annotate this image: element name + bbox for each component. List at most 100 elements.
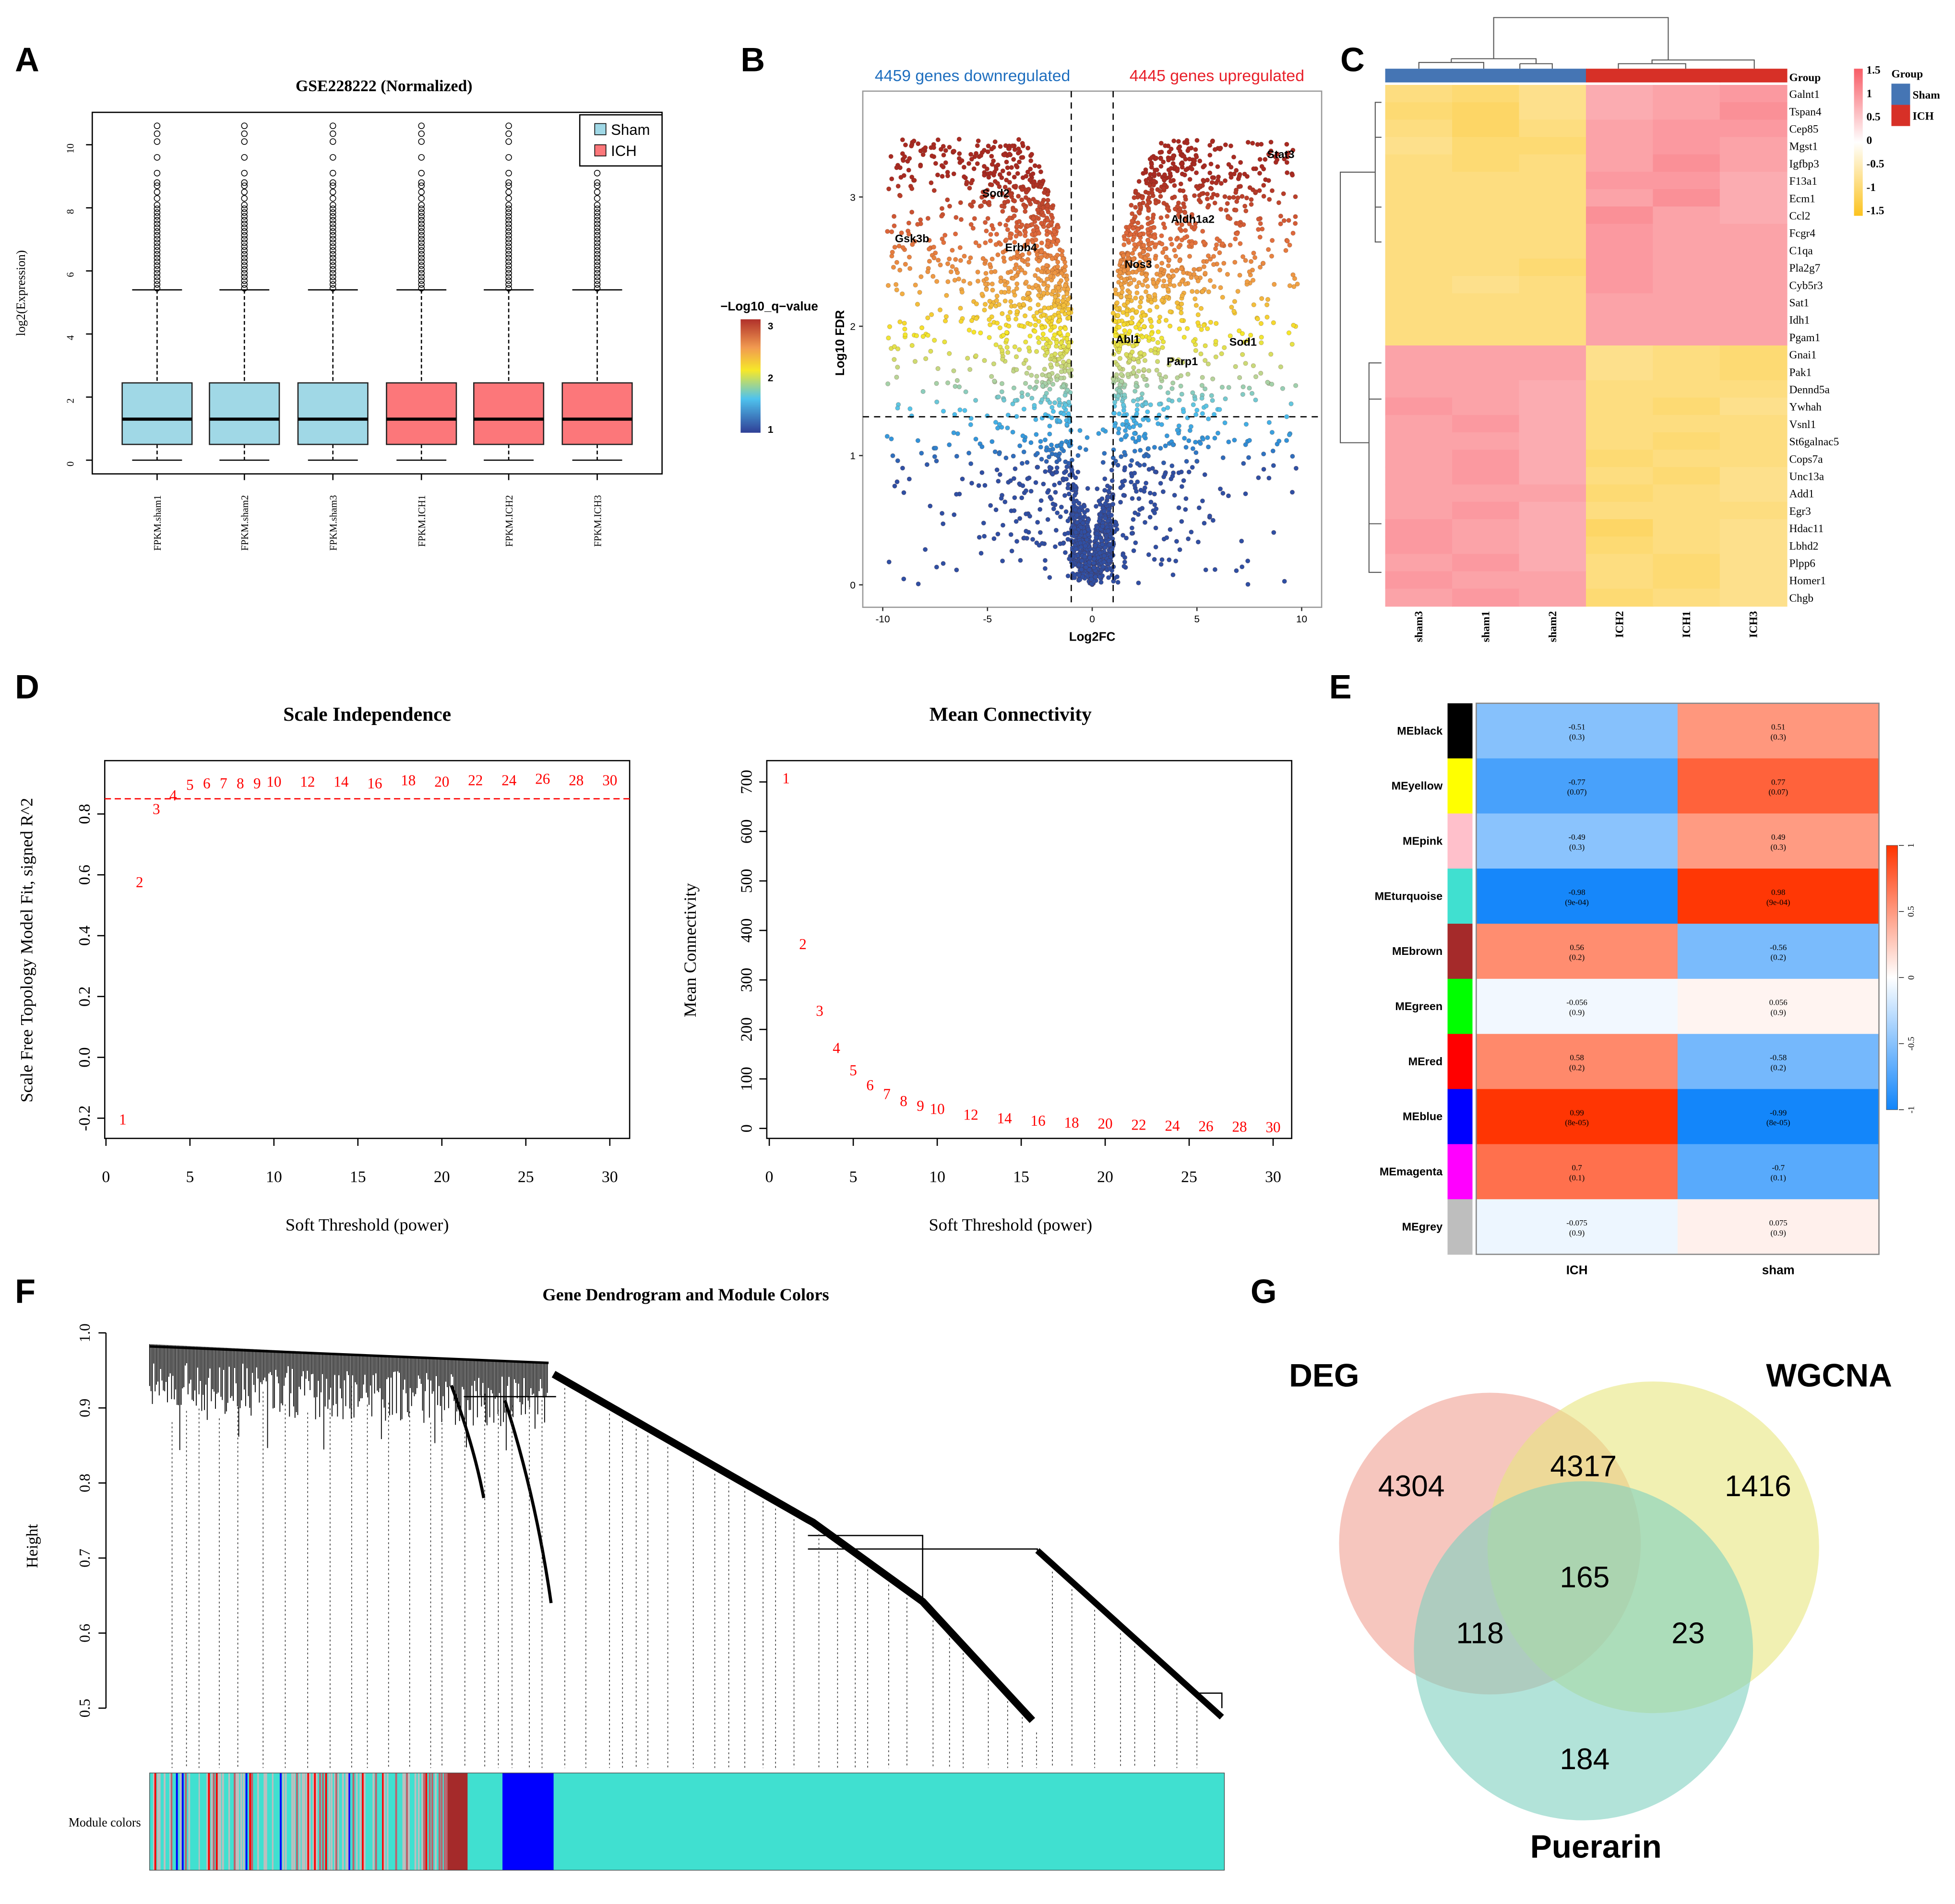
power-point-label: 14	[997, 1110, 1012, 1127]
volcano-point	[1098, 512, 1103, 518]
volcano-point	[1025, 290, 1031, 296]
module-segment	[268, 1773, 270, 1870]
p-value: (0.2)	[1771, 1063, 1786, 1072]
volcano-point	[1210, 376, 1216, 381]
correlation-value: -0.7	[1772, 1163, 1785, 1172]
volcano-point	[915, 438, 920, 443]
volcano-point	[1020, 155, 1025, 160]
volcano-point	[1188, 424, 1194, 429]
outlier-point	[418, 277, 425, 284]
volcano-point	[1061, 470, 1067, 476]
outlier-point	[505, 195, 512, 202]
volcano-point	[1023, 488, 1029, 493]
y-tick-label: 600	[738, 819, 756, 844]
volcano-point	[1131, 398, 1136, 404]
volcano-point	[1039, 269, 1044, 274]
power-point-label: 3	[816, 1002, 823, 1019]
p-value: (9e-04)	[1565, 898, 1589, 907]
volcano-point	[976, 483, 981, 488]
volcano-point	[1181, 334, 1187, 340]
volcano-point	[1011, 157, 1016, 162]
volcano-point	[1113, 333, 1118, 338]
heatmap-cell	[1385, 345, 1453, 364]
volcano-point	[1161, 339, 1166, 345]
outlier-point	[241, 251, 248, 258]
volcano-point	[1100, 564, 1106, 570]
volcano-point	[1136, 280, 1142, 286]
volcano-point	[1232, 438, 1237, 443]
volcano-point	[1207, 278, 1213, 283]
y-tick-label: 300	[738, 968, 756, 992]
module-segment	[154, 1773, 156, 1870]
volcano-point	[938, 262, 943, 268]
heatmap-cell	[1653, 171, 1721, 190]
volcano-point	[1000, 348, 1005, 353]
plot-frame	[104, 760, 631, 1139]
volcano-point	[1153, 545, 1158, 550]
x-tick-label: FPKM.sham1	[152, 495, 163, 551]
volcano-point	[989, 439, 995, 444]
outlier-point	[505, 236, 512, 242]
volcano-point	[929, 180, 934, 186]
volcano-point	[894, 287, 899, 293]
volcano-point	[945, 279, 951, 285]
volcano-point	[1057, 313, 1062, 319]
volcano-point	[1122, 237, 1127, 242]
volcano-point	[1122, 328, 1127, 333]
volcano-point	[1007, 309, 1013, 315]
volcano-point	[1155, 340, 1160, 345]
volcano-point	[1132, 195, 1137, 200]
volcano-point	[1205, 435, 1210, 440]
outlier-point	[594, 213, 601, 220]
outlier-point	[154, 236, 161, 242]
outlier-point	[154, 243, 161, 250]
heatmap-cell	[1452, 415, 1520, 433]
volcano-point	[1011, 476, 1016, 481]
volcano-point	[918, 217, 923, 223]
volcano-point	[1054, 465, 1060, 470]
volcano-point	[1201, 264, 1207, 269]
outlier-point	[329, 285, 336, 292]
volcano-point	[1164, 254, 1169, 260]
volcano-point	[1165, 405, 1170, 410]
heatmap-cell	[1653, 467, 1721, 485]
volcano-point	[1227, 195, 1232, 201]
volcano-point	[1112, 424, 1118, 429]
volcano-point	[1192, 396, 1198, 402]
volcano-point	[994, 293, 1000, 299]
volcano-point	[1122, 467, 1127, 473]
volcano-point	[1148, 319, 1154, 324]
volcano-point	[998, 279, 1003, 284]
volcano-point	[1148, 402, 1153, 407]
volcano-point	[1064, 464, 1070, 470]
volcano-point	[932, 338, 937, 343]
volcano-point	[1176, 423, 1181, 428]
volcano-point	[1138, 299, 1143, 305]
volcano-point	[1168, 236, 1173, 242]
volcano-point	[1129, 320, 1134, 325]
outlier-point	[154, 228, 161, 235]
volcano-point	[1140, 249, 1146, 254]
volcano-point	[1161, 201, 1167, 206]
volcano-point	[1059, 504, 1064, 510]
volcano-point	[1205, 444, 1211, 450]
volcano-point	[1066, 363, 1072, 368]
volcano-point	[1047, 447, 1052, 453]
volcano-point	[903, 143, 908, 148]
outlier-point	[505, 209, 512, 216]
volcano-point	[886, 186, 892, 191]
volcano-point	[1049, 220, 1054, 226]
volcano-point	[1000, 558, 1005, 564]
volcano-point	[1009, 548, 1014, 554]
volcano-point	[1053, 452, 1058, 457]
heatmap-cell	[1719, 554, 1788, 572]
volcano-point	[1025, 296, 1030, 301]
heatmap-cell	[1452, 588, 1520, 607]
volcano-point	[982, 534, 987, 539]
volcano-point	[1133, 488, 1139, 494]
outlier-point	[241, 179, 248, 186]
outlier-point	[241, 236, 248, 242]
volcano-point	[1152, 502, 1157, 507]
volcano-point	[1069, 457, 1075, 463]
volcano-point	[1289, 489, 1295, 495]
